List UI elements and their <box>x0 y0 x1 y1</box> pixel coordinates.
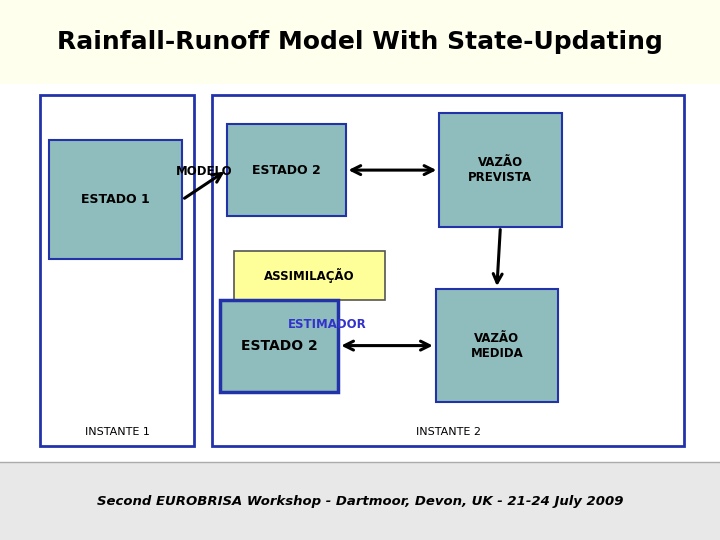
Text: Second EUROBRISA Workshop - Dartmoor, Devon, UK - 21-24 July 2009: Second EUROBRISA Workshop - Dartmoor, De… <box>96 495 624 508</box>
Bar <box>49 140 182 259</box>
Text: VAZÃO
MEDIDA: VAZÃO MEDIDA <box>470 332 523 360</box>
Text: INSTANTE 1: INSTANTE 1 <box>84 427 150 437</box>
Bar <box>234 251 385 300</box>
Bar <box>0 0 720 84</box>
Text: ESTADO 2: ESTADO 2 <box>240 339 318 353</box>
Text: Rainfall-Runoff Model With State-Updating: Rainfall-Runoff Model With State-Updatin… <box>57 30 663 53</box>
Text: ASSIMILAÇÃO: ASSIMILAÇÃO <box>264 268 355 283</box>
Bar <box>40 94 194 445</box>
Text: ESTADO 1: ESTADO 1 <box>81 193 150 206</box>
Text: VAZÃO
PREVISTA: VAZÃO PREVISTA <box>468 156 533 184</box>
Text: INSTANTE 2: INSTANTE 2 <box>415 427 481 437</box>
Bar <box>0 462 720 540</box>
Bar <box>436 289 558 402</box>
Text: MODELO: MODELO <box>176 165 233 178</box>
Bar <box>212 94 684 445</box>
Bar <box>220 300 338 392</box>
Bar <box>439 113 562 227</box>
Bar <box>227 124 346 216</box>
Text: ESTADO 2: ESTADO 2 <box>252 164 320 177</box>
Text: ESTIMADOR: ESTIMADOR <box>288 318 367 330</box>
